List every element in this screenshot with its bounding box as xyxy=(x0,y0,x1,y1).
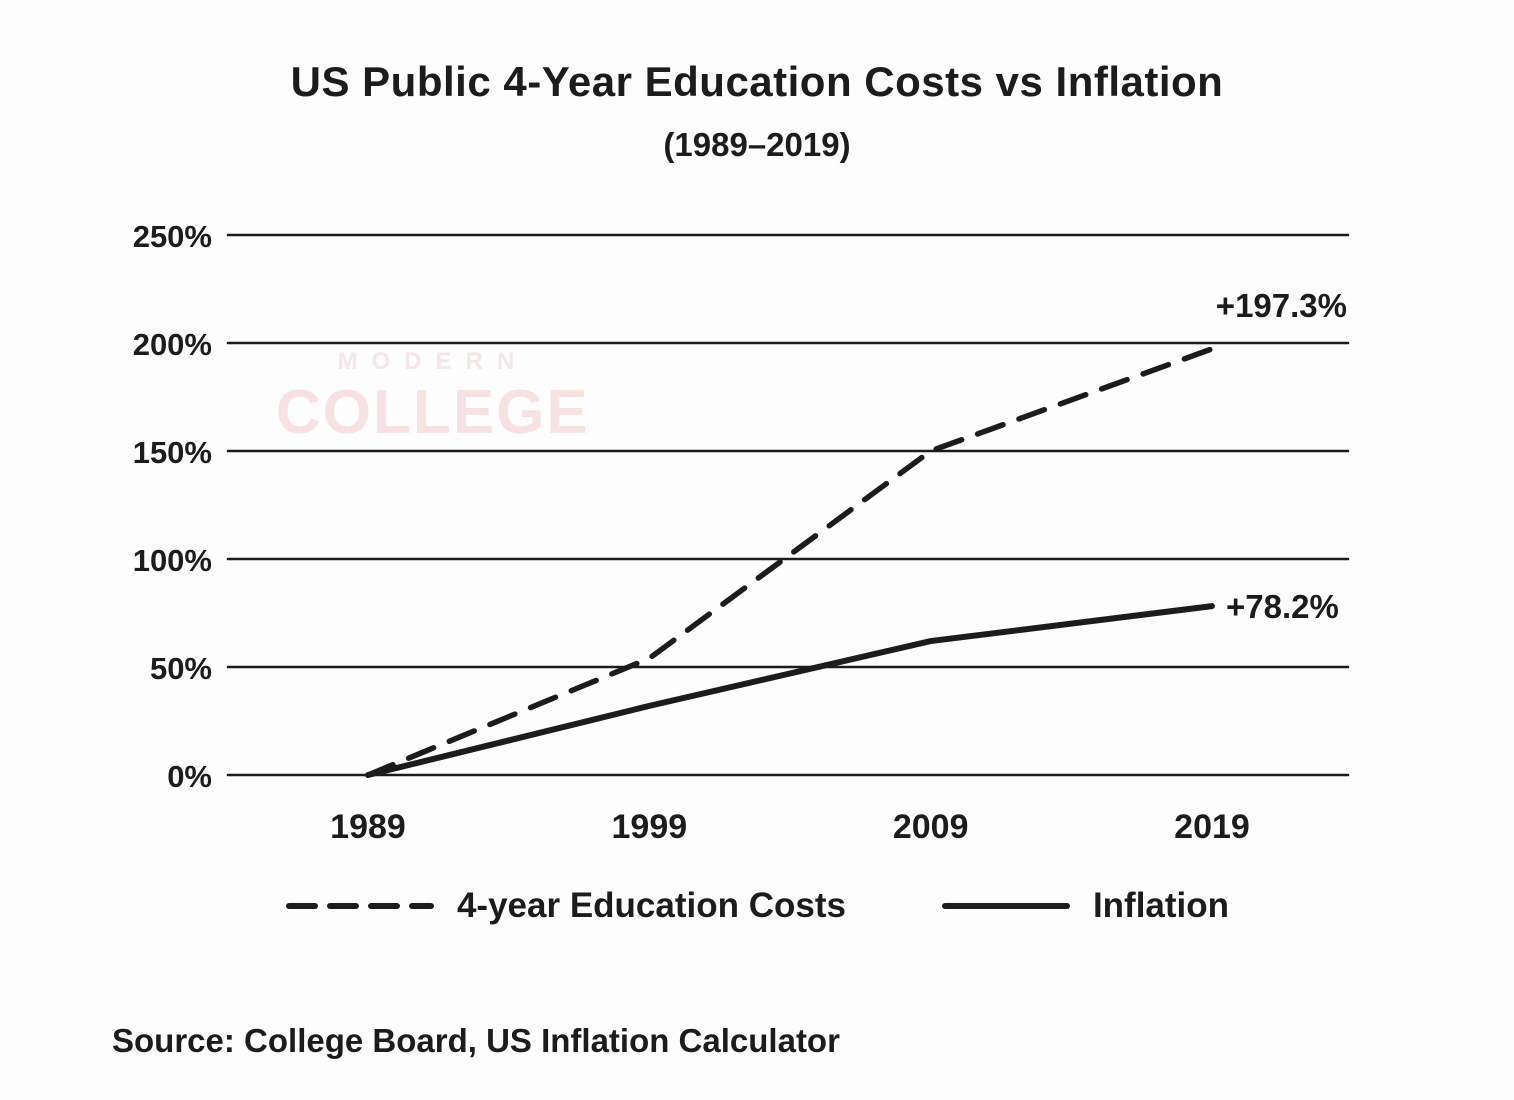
series-end-label: +78.2% xyxy=(1226,588,1339,625)
legend-item-education-costs: 4-year Education Costs xyxy=(285,886,846,926)
y-tick-label: 0% xyxy=(167,759,212,794)
chart-subtitle: (1989–2019) xyxy=(663,126,851,163)
x-tick-label: 1999 xyxy=(612,808,688,846)
watermark-line2: COLLEGE xyxy=(276,378,590,447)
legend: 4-year Education Costs Inflation xyxy=(0,886,1514,926)
y-tick-label: 200% xyxy=(133,327,212,362)
source-attribution: Source: College Board, US Inflation Calc… xyxy=(112,1022,840,1059)
y-tick-label: 100% xyxy=(133,543,212,578)
series-end-label: +197.3% xyxy=(1216,287,1347,324)
x-tick-label: 2019 xyxy=(1174,808,1250,846)
legend-label-inflation: Inflation xyxy=(1092,886,1230,925)
y-tick-label: 250% xyxy=(133,219,212,254)
series-line-solid xyxy=(365,603,1215,778)
dashed-line-swatch xyxy=(285,903,434,909)
chart-title: US Public 4-Year Education Costs vs Infl… xyxy=(290,58,1224,105)
watermark: MODERN COLLEGE xyxy=(276,350,590,444)
watermark-line1: MODERN xyxy=(337,348,529,375)
line-chart: 0% 50% 100% 150% 200% 250% 1989 1999 2009 2019 +19… xyxy=(133,219,1350,846)
solid-line-swatch xyxy=(941,903,1070,909)
x-tick-label: 1989 xyxy=(330,808,406,846)
legend-label-education-costs: 4-year Education Costs xyxy=(456,886,846,925)
y-tick-label: 50% xyxy=(150,651,212,686)
y-tick-label: 150% xyxy=(133,435,212,470)
legend-item-inflation: Inflation xyxy=(941,886,1229,926)
series-line-dashed xyxy=(365,346,1215,778)
x-tick-label: 2009 xyxy=(893,808,969,846)
